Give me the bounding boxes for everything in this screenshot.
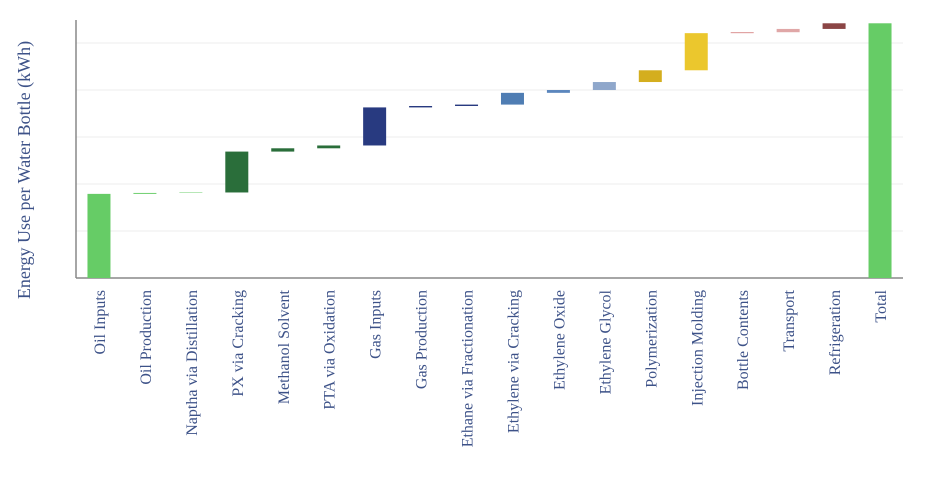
bar: [638, 70, 662, 83]
x-tick-label: Naptha via Distillation: [184, 290, 201, 436]
x-tick-label: Ethylene Oxide: [551, 290, 568, 390]
y-axis-label: Energy Use per Water Bottle (kWh): [14, 41, 35, 299]
x-tick-label: Oil Inputs: [92, 290, 109, 354]
x-tick-label: Bottle Contents: [735, 290, 752, 390]
bar: [776, 28, 800, 33]
bar: [455, 104, 479, 106]
x-tick-label: PX via Cracking: [230, 290, 247, 397]
x-tick-label: Polymerization: [643, 290, 660, 388]
bar: [868, 23, 892, 279]
bar: [684, 33, 708, 71]
x-tick-label: Oil Production: [138, 290, 155, 385]
bar: [592, 82, 616, 91]
x-tick-label: Transport: [781, 289, 798, 351]
bar: [500, 92, 524, 105]
bar: [271, 148, 295, 152]
x-tick-label: Gas Production: [414, 290, 431, 389]
bar: [363, 107, 387, 146]
bar: [409, 106, 433, 108]
x-tick-label: Injection Molding: [689, 290, 706, 406]
bar: [822, 23, 846, 29]
bar: [87, 193, 111, 278]
x-tick-label: Gas Inputs: [368, 290, 385, 359]
x-tick-label: Methanol Solvent: [276, 289, 293, 404]
bar: [133, 192, 157, 194]
bar: [317, 145, 341, 149]
x-tick-label: PTA via Oxidation: [322, 290, 339, 410]
bar: [730, 32, 754, 34]
x-tick-label: Refrigeration: [827, 290, 844, 375]
x-tick-label: Ethylene via Cracking: [505, 290, 522, 433]
bar: [225, 151, 249, 193]
x-tick-label: Ethylene Glycol: [597, 289, 614, 394]
x-tick-label: Ethane via Fractionation: [460, 290, 477, 447]
bar: [546, 90, 570, 93]
x-tick-label: Total: [873, 289, 890, 322]
